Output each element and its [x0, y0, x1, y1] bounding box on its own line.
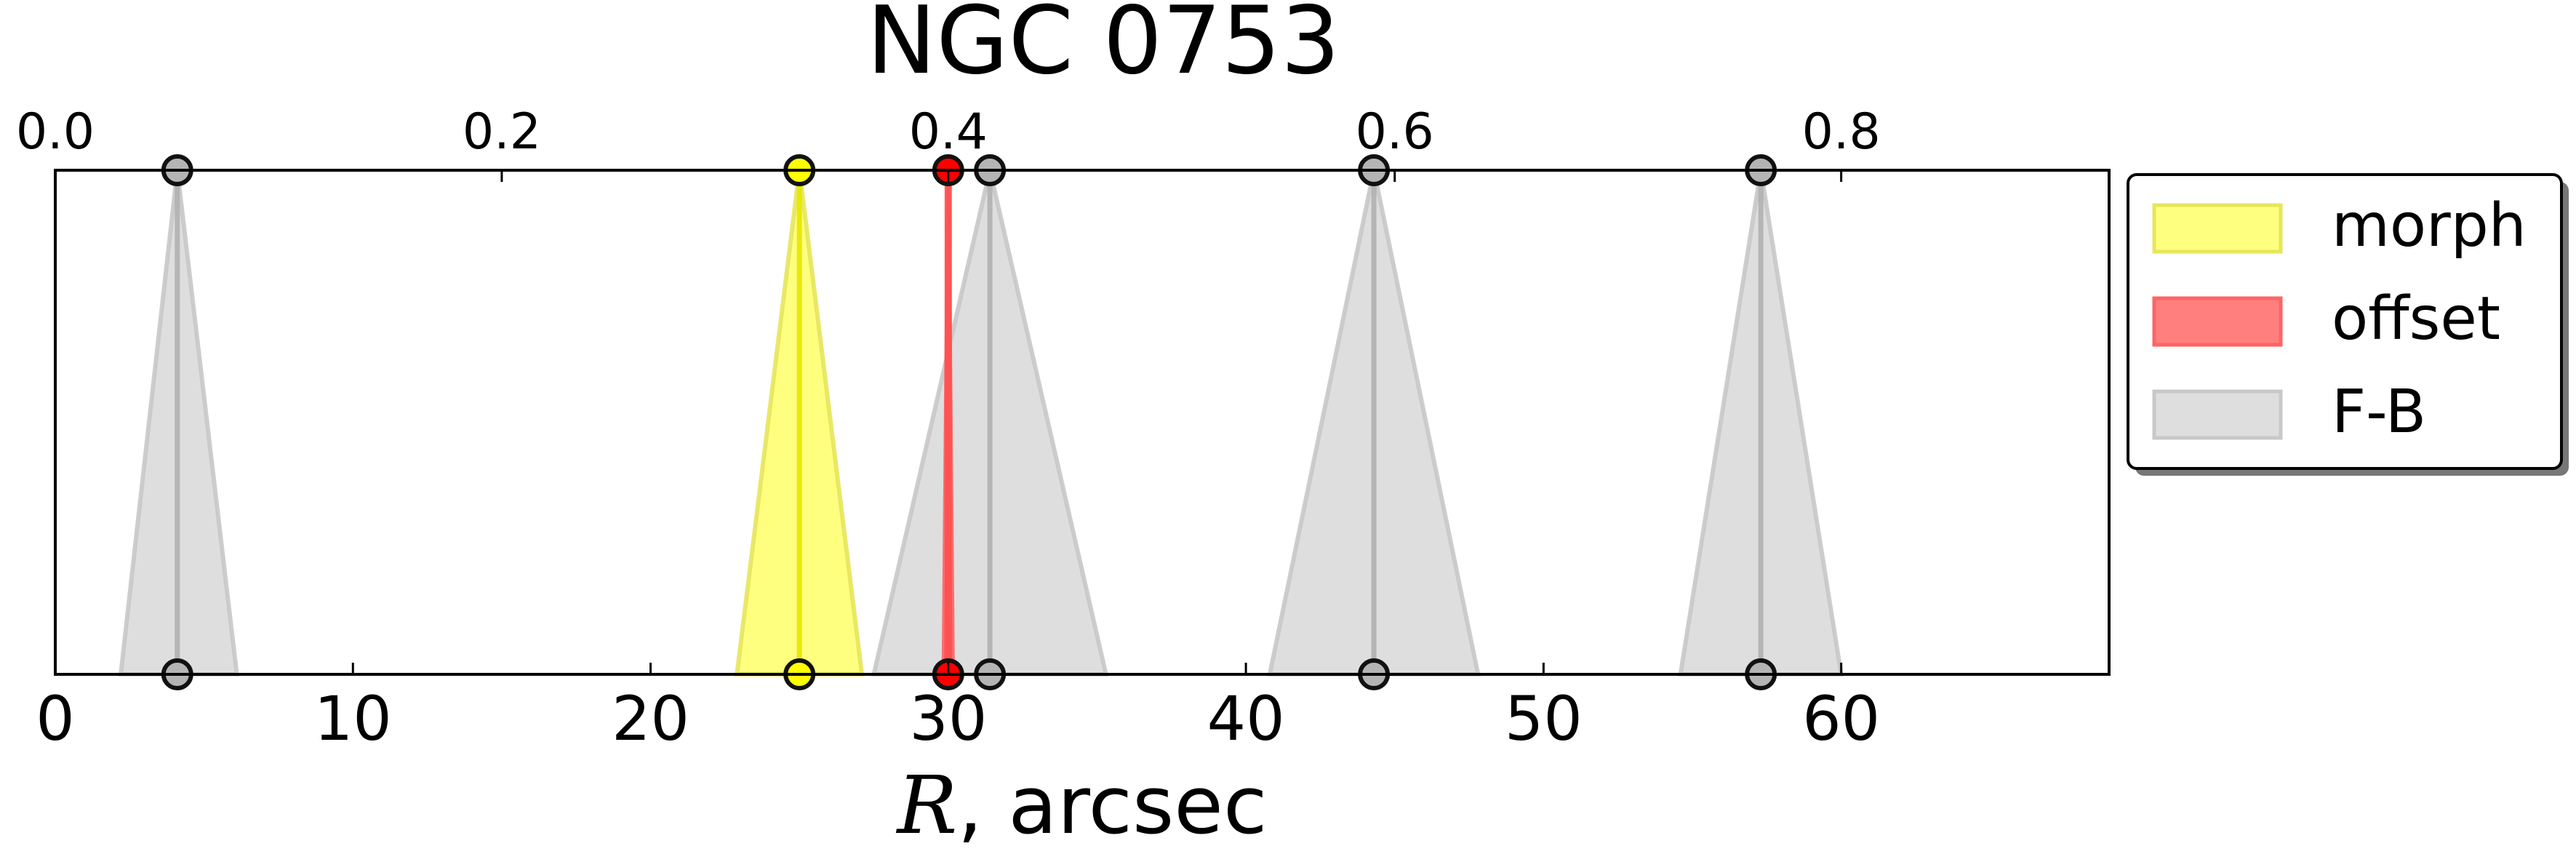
legend-swatch-offset: [2152, 296, 2283, 347]
legend-swatch-F-B: [2152, 389, 2283, 440]
bottom-tick-label-4: 40: [1207, 683, 1285, 754]
top-tick-label-3: 0.6: [1356, 103, 1434, 161]
legend-label-F-B: F-B: [2332, 378, 2426, 447]
bottom-tick-label-1: 10: [314, 683, 392, 754]
legend: morph offset F-B: [2127, 173, 2569, 476]
bottom-tick-label-2: 20: [612, 683, 689, 754]
legend-label-morph: morph: [2332, 191, 2527, 260]
legend-swatch-morph: [2152, 203, 2283, 254]
legend-label-offset: offset: [2332, 284, 2500, 354]
plot-frame: [54, 169, 2111, 676]
top-tick-label-0: 0.0: [16, 103, 95, 161]
x-axis-label-symbol: R: [896, 759, 958, 852]
x-axis-label-unit: , arcsec: [957, 759, 1267, 852]
top-tick-label-2: 0.4: [909, 103, 988, 161]
plot-area: [118, 154, 1844, 690]
bottom-tick-label-0: 0: [36, 683, 74, 754]
axis-ticks: 0 10 20 30 40 50 60 0.0 0.2 0.4 0.6 0.8: [16, 103, 1881, 754]
chart-title: NGC 0753: [867, 0, 1340, 95]
top-tick-label-4: 0.8: [1802, 103, 1881, 161]
x-axis-label: R, arcsec: [896, 759, 1268, 852]
top-tick-label-1: 0.2: [463, 103, 541, 161]
bottom-tick-label-6: 60: [1802, 683, 1880, 754]
bottom-tick-label-3: 30: [909, 683, 987, 754]
bottom-tick-label-5: 50: [1505, 683, 1583, 754]
